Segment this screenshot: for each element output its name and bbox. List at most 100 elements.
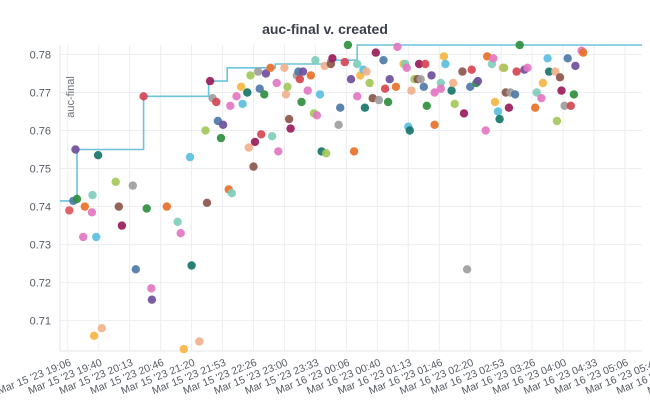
data-point <box>173 218 181 226</box>
data-point <box>491 98 499 106</box>
data-point <box>195 337 203 345</box>
data-point <box>90 332 98 340</box>
data-point <box>403 64 411 72</box>
data-point <box>65 206 73 214</box>
data-point <box>512 67 520 75</box>
data-point <box>266 64 274 72</box>
data-point <box>88 191 96 199</box>
data-point <box>474 77 482 85</box>
data-point <box>88 208 96 216</box>
data-point <box>280 64 288 72</box>
data-point <box>274 147 282 155</box>
y-axis-title: auc-final <box>65 76 77 118</box>
data-point <box>232 92 240 100</box>
data-point <box>143 204 151 212</box>
data-point <box>341 58 349 66</box>
data-point <box>283 83 291 91</box>
data-point <box>307 71 315 79</box>
data-point <box>437 85 445 93</box>
y-axis: 0.71 0.72 0.73 0.74 0.75 0.76 0.77 0.78 <box>30 50 51 328</box>
y-tick-label: 0.72 <box>30 278 51 290</box>
data-point <box>336 104 344 112</box>
data-point <box>417 75 425 83</box>
data-point <box>71 145 79 153</box>
data-point <box>273 79 281 87</box>
data-points <box>65 41 587 354</box>
y-tick-label: 0.71 <box>30 316 51 328</box>
data-point <box>430 121 438 129</box>
y-tick-label: 0.77 <box>30 88 51 100</box>
y-tick-label: 0.74 <box>30 202 51 214</box>
data-point <box>92 233 100 241</box>
data-point <box>328 54 336 62</box>
data-point <box>557 86 565 94</box>
data-point <box>186 153 194 161</box>
data-point <box>344 41 352 49</box>
data-point <box>537 94 545 102</box>
data-point <box>420 83 428 91</box>
data-point <box>203 199 211 207</box>
data-point <box>381 85 389 93</box>
data-point <box>322 149 330 157</box>
data-point <box>427 71 435 79</box>
data-point <box>567 102 575 110</box>
data-point <box>226 102 234 110</box>
data-point <box>386 75 394 83</box>
data-point <box>347 75 355 83</box>
data-point <box>98 324 106 332</box>
data-point <box>268 132 276 140</box>
y-tick-label: 0.73 <box>30 240 51 252</box>
data-point <box>570 90 578 98</box>
data-point <box>463 265 471 273</box>
data-point <box>206 77 214 85</box>
data-point <box>115 202 123 210</box>
data-point <box>460 109 468 117</box>
data-point <box>163 202 171 210</box>
data-point <box>494 107 502 115</box>
data-point <box>468 66 476 74</box>
data-point <box>212 98 220 106</box>
data-point <box>372 48 380 56</box>
data-point <box>392 83 400 91</box>
data-point <box>316 90 324 98</box>
data-point <box>313 111 321 119</box>
data-point <box>516 41 524 49</box>
data-point <box>299 67 307 75</box>
data-point <box>495 115 503 123</box>
data-point <box>451 100 459 108</box>
data-point <box>447 86 455 94</box>
data-point <box>489 54 497 62</box>
data-point <box>579 48 587 56</box>
data-point <box>237 83 245 91</box>
data-point <box>249 162 257 170</box>
data-point <box>286 124 294 132</box>
data-point <box>297 98 305 106</box>
data-point <box>482 126 490 134</box>
data-point <box>245 143 253 151</box>
data-point <box>311 56 319 64</box>
data-point <box>118 221 126 229</box>
data-point <box>440 52 448 60</box>
data-point <box>379 56 387 64</box>
data-point <box>350 147 358 155</box>
data-point <box>556 73 564 81</box>
data-point <box>304 86 312 94</box>
data-point <box>243 88 251 96</box>
data-point <box>441 60 449 68</box>
data-point <box>365 79 373 87</box>
data-point <box>296 75 304 83</box>
data-point <box>94 151 102 159</box>
data-point <box>571 62 579 70</box>
data-point <box>406 126 414 134</box>
data-point <box>177 229 185 237</box>
data-point <box>384 98 392 106</box>
data-point <box>423 102 431 110</box>
data-point <box>523 64 531 72</box>
data-point <box>148 296 156 304</box>
data-point <box>187 261 195 269</box>
data-point <box>238 100 246 108</box>
data-point <box>361 104 369 112</box>
data-point <box>81 202 89 210</box>
